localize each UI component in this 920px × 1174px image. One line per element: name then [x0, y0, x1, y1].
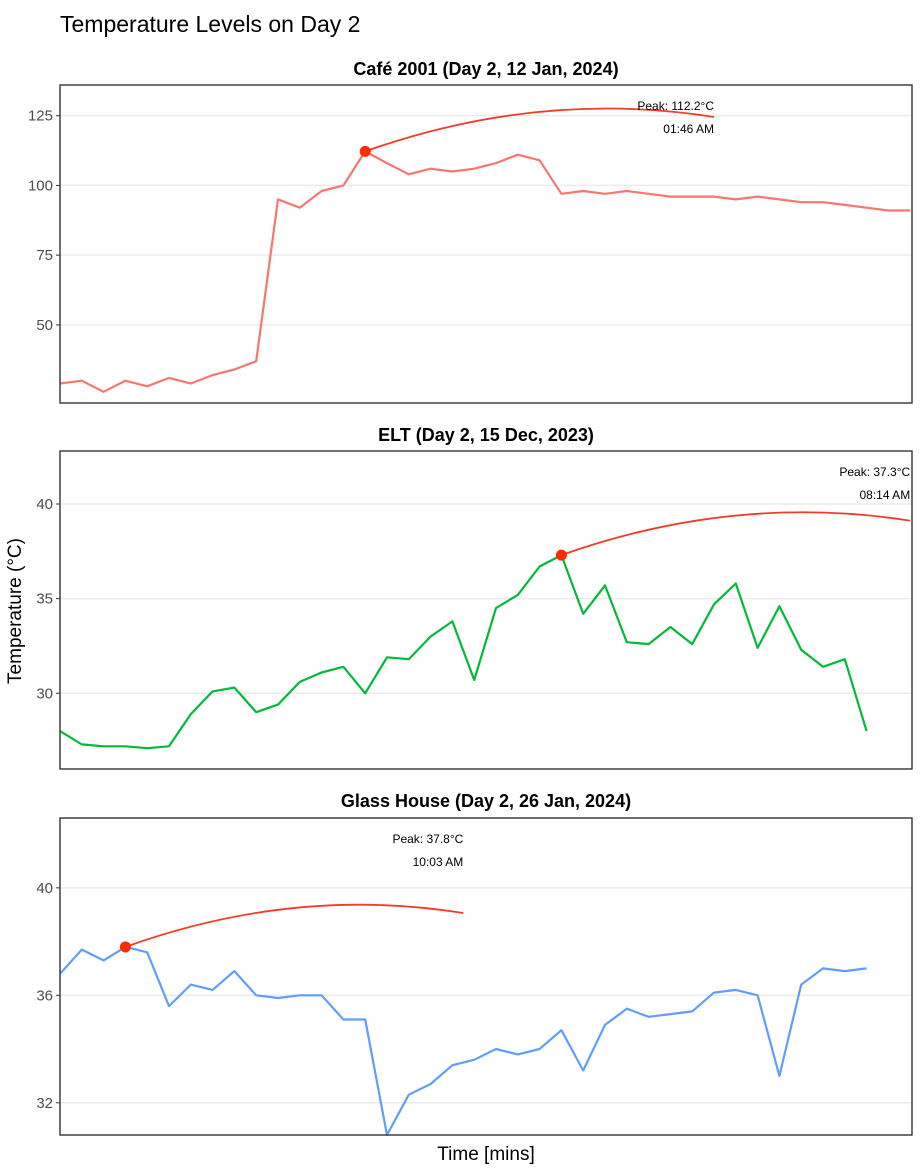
series-line [59, 553, 868, 750]
series-line [59, 945, 867, 1137]
panel-title: Café 2001 (Day 2, 12 Jan, 2024) [353, 59, 618, 79]
peak-label: Peak: 37.8°C [392, 832, 463, 846]
peak-time: 01:46 AM [663, 122, 714, 136]
y-tick-label: 30 [36, 685, 53, 702]
y-tick-label: 75 [36, 247, 53, 264]
peak-arc [561, 511, 911, 556]
y-tick-label: 36 [36, 987, 53, 1004]
y-axis-label: Temperature (°C) [5, 538, 26, 684]
peak-arc [364, 107, 715, 153]
peak-point [555, 549, 567, 561]
series-line [59, 150, 911, 393]
y-tick-label: 125 [28, 108, 53, 125]
y-tick-label: 35 [36, 591, 53, 608]
panel-title: Glass House (Day 2, 26 Jan, 2024) [341, 791, 631, 811]
panel-2: ELT (Day 2, 15 Dec, 2023) 30 35 40 Peak: 37.… [36, 425, 913, 770]
panel-1: Café 2001 (Day 2, 12 Jan, 2024) 50 75 100 12… [28, 59, 913, 404]
panel-border [59, 84, 913, 404]
peak-point [119, 941, 131, 953]
y-tick-label: 50 [36, 317, 53, 334]
panel-border [59, 817, 913, 1136]
y-tick-label: 40 [36, 496, 53, 513]
peak-time: 08:14 AM [859, 488, 910, 502]
peak-time: 10:03 AM [413, 855, 464, 869]
figure-title: Temperature Levels on Day 2 [60, 11, 360, 37]
y-tick-label: 100 [28, 177, 53, 194]
peak-point [359, 145, 371, 157]
y-tick-label: 32 [36, 1095, 53, 1112]
x-axis-label: Time [mins] [437, 1144, 534, 1165]
panel-3: Glass House (Day 2, 26 Jan, 2024) 32 36 40 P… [36, 791, 913, 1137]
peak-label: Peak: 37.3°C [839, 465, 910, 479]
panel-border [59, 450, 913, 770]
peak-arc [125, 903, 464, 948]
panel-title: ELT (Day 2, 15 Dec, 2023) [378, 425, 594, 445]
y-tick-label: 40 [36, 880, 53, 897]
peak-label: Peak: 112.2°C [637, 99, 714, 113]
